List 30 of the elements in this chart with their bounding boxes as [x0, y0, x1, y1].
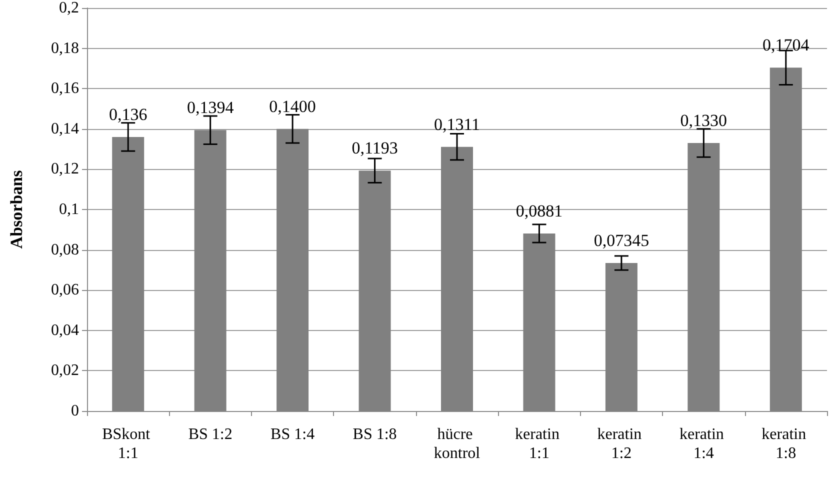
x-tick-label: keratin 1:4 [679, 426, 728, 462]
x-tick-label: keratin 1:2 [597, 426, 646, 462]
y-tick-label: 0,08 [51, 241, 79, 258]
data-label: 0,1330 [680, 111, 728, 130]
x-tick-label: BSkont 1:1 [102, 426, 154, 462]
y-tick-label: 0,1 [59, 201, 79, 218]
x-tick-label: hücre kontrol [434, 426, 481, 462]
y-tick-label: 0,02 [51, 362, 79, 380]
data-label: 0,0881 [516, 201, 563, 220]
y-tick-label: 0,14 [51, 120, 79, 138]
y-tick-label: 0 [71, 402, 79, 420]
y-tick-label: 0,2 [59, 0, 79, 16]
y-tick-label: 0,12 [51, 160, 79, 178]
data-label: 0,1400 [269, 96, 316, 116]
data-label: 0,136 [108, 104, 148, 124]
x-tick-label: BS 1:8 [352, 426, 397, 443]
y-tick-label: 0,16 [51, 80, 79, 98]
data-label: 0,1394 [186, 98, 234, 118]
x-tick-label: BS 1:2 [188, 426, 232, 443]
y-tick-label: 0,18 [51, 40, 79, 57]
x-tick-label: BS 1:4 [270, 426, 315, 443]
y-axis-title: Absorbans [7, 170, 26, 249]
data-label: 0,1311 [434, 114, 480, 134]
x-tick-label: keratin 1:1 [515, 426, 564, 462]
y-tick-label: 0,06 [51, 282, 79, 299]
x-tick-label: keratin 1:8 [762, 426, 810, 462]
data-label: 0,1704 [762, 36, 810, 55]
y-tick-label: 0,04 [51, 322, 79, 339]
data-label: 0,07345 [594, 231, 650, 250]
data-label: 0,1193 [352, 138, 398, 158]
